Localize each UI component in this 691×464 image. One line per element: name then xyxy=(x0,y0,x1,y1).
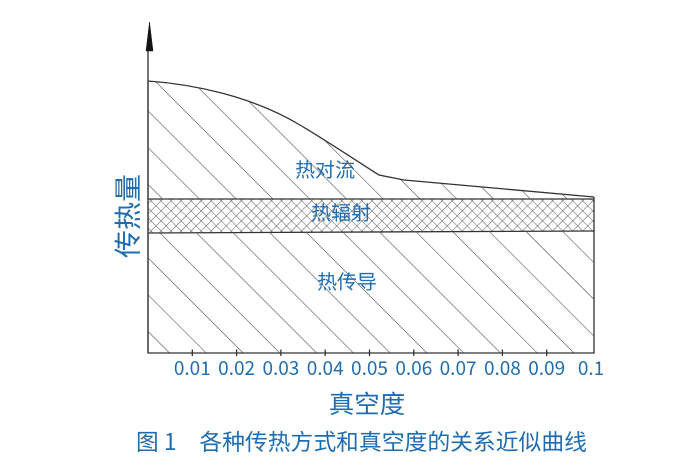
svg-text:热对流: 热对流 xyxy=(295,154,355,183)
svg-text:0.07: 0.07 xyxy=(440,354,477,381)
svg-text:图 1 各种传热方式和真空度的关系近似曲线: 图 1 各种传热方式和真空度的关系近似曲线 xyxy=(136,424,587,457)
svg-text:真空度: 真空度 xyxy=(329,384,406,421)
svg-text:0.06: 0.06 xyxy=(395,354,432,381)
svg-text:0.04: 0.04 xyxy=(307,354,344,381)
svg-text:0.05: 0.05 xyxy=(351,354,388,381)
svg-text:0.03: 0.03 xyxy=(262,354,299,381)
svg-text:传热量: 传热量 xyxy=(107,174,147,258)
svg-text:0.1: 0.1 xyxy=(578,354,604,381)
svg-text:热传导: 热传导 xyxy=(317,266,377,295)
svg-text:0.09: 0.09 xyxy=(528,354,565,381)
svg-text:0.01: 0.01 xyxy=(174,354,211,381)
svg-text:0.08: 0.08 xyxy=(484,354,521,381)
svg-text:0.02: 0.02 xyxy=(218,354,255,381)
svg-text:热辐射: 热辐射 xyxy=(311,197,371,226)
